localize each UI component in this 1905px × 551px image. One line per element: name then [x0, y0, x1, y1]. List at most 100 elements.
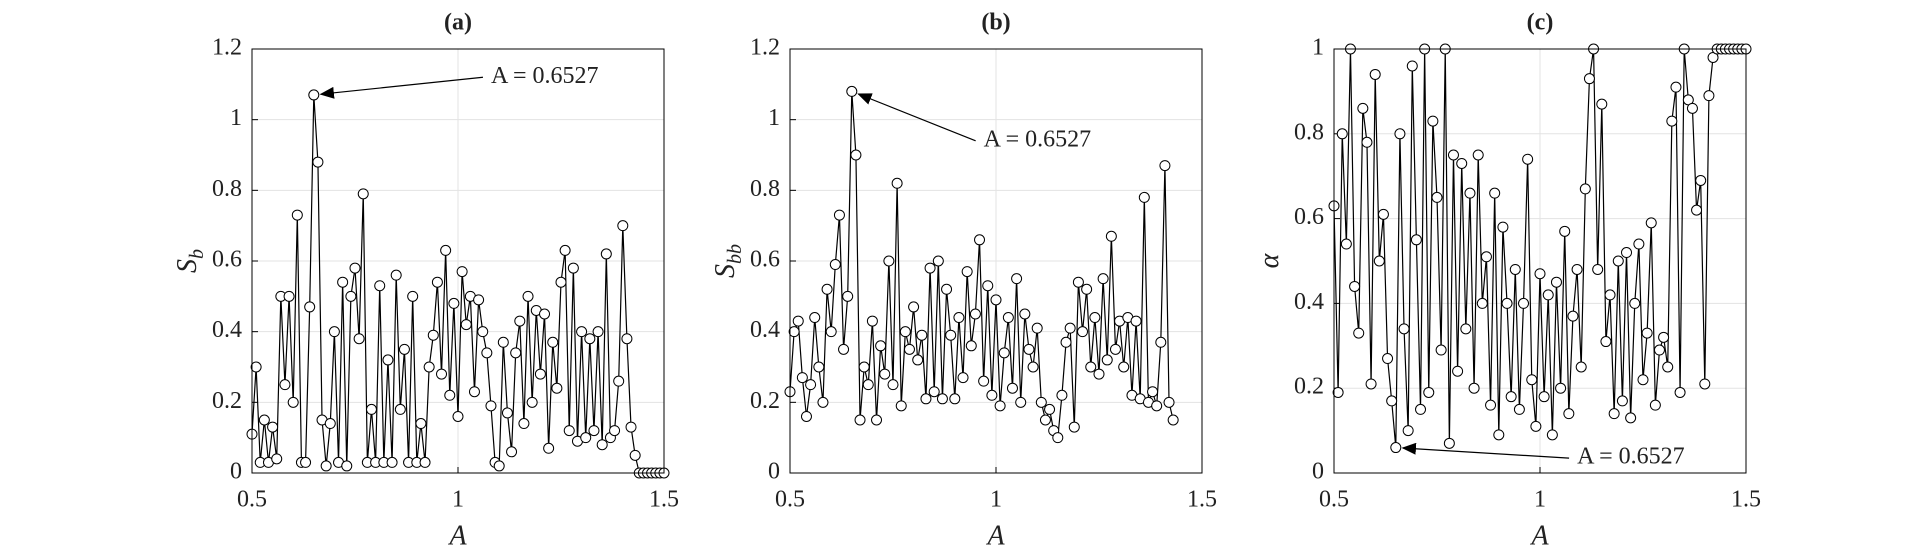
- data-point: [349, 262, 361, 274]
- y-tick-label: 1: [230, 105, 242, 131]
- y-axis-label: Sbb: [710, 244, 745, 278]
- y-label-main: α: [1254, 252, 1285, 268]
- data-point: [1044, 403, 1056, 415]
- data-point: [506, 446, 518, 458]
- data-point: [1118, 361, 1130, 373]
- data-point: [821, 283, 833, 295]
- data-point: [1109, 343, 1121, 355]
- data-point: [879, 368, 891, 380]
- data-point: [1489, 187, 1501, 199]
- data-point: [854, 414, 866, 426]
- data-point: [1485, 399, 1497, 411]
- data-point: [1435, 344, 1447, 356]
- data-point: [398, 343, 410, 355]
- data-point: [547, 336, 559, 348]
- data-line: [789, 91, 1174, 440]
- data-point: [1583, 73, 1595, 85]
- data-point: [1456, 157, 1468, 169]
- data-point: [932, 255, 944, 267]
- data-point: [287, 396, 299, 408]
- data-point: [899, 326, 911, 338]
- data-point: [883, 255, 895, 267]
- data-point: [567, 262, 579, 274]
- data-point: [994, 400, 1006, 412]
- data-point: [1530, 420, 1542, 432]
- data-point: [555, 276, 567, 288]
- data-point: [957, 372, 969, 384]
- y-tick-label: 0.8: [750, 176, 780, 202]
- data-point: [936, 393, 948, 405]
- data-point: [941, 283, 953, 295]
- data-point: [891, 177, 903, 189]
- data-point: [1089, 312, 1101, 324]
- x-tick-label: 1: [1534, 487, 1546, 513]
- data-point: [600, 248, 612, 260]
- data-point: [291, 209, 303, 221]
- data-point: [1035, 396, 1047, 408]
- data-point: [1077, 326, 1089, 338]
- data-point: [1353, 327, 1365, 339]
- data-point: [846, 85, 858, 97]
- data-point: [1336, 128, 1348, 140]
- data-point: [518, 418, 530, 430]
- data-point: [1365, 378, 1377, 390]
- data-point: [1332, 386, 1344, 398]
- data-point: [337, 276, 349, 288]
- data-point: [792, 315, 804, 327]
- data-point: [998, 347, 1010, 359]
- data-point: [1476, 297, 1488, 309]
- data-point: [978, 375, 990, 387]
- data-point: [501, 407, 513, 419]
- data-point: [1571, 263, 1583, 275]
- data-point: [1097, 273, 1109, 285]
- data-point: [1546, 429, 1558, 441]
- data-point: [1468, 382, 1480, 394]
- data-point: [1550, 276, 1562, 288]
- data-point: [267, 421, 279, 433]
- data-point: [1518, 297, 1530, 309]
- data-point: [468, 386, 480, 398]
- data-point: [1447, 149, 1459, 161]
- data-point: [1015, 396, 1027, 408]
- data-point: [969, 308, 981, 320]
- y-label-main: S: [172, 259, 203, 273]
- data-point: [805, 379, 817, 391]
- data-point: [1369, 68, 1381, 80]
- axes-box: [1333, 48, 1747, 474]
- data-point: [1130, 315, 1142, 327]
- data-point: [982, 280, 994, 292]
- data-point: [1406, 60, 1418, 72]
- data-point: [895, 400, 907, 412]
- data-point: [543, 442, 555, 454]
- data-point: [1443, 437, 1455, 449]
- data-point: [588, 425, 600, 437]
- data-point: [912, 354, 924, 366]
- data-point: [1699, 378, 1711, 390]
- data-point: [1452, 365, 1464, 377]
- data-point: [493, 460, 505, 472]
- y-tick-label: 0: [1312, 459, 1324, 485]
- data-point: [1691, 204, 1703, 216]
- data-point: [423, 361, 435, 373]
- data-point: [1480, 251, 1492, 263]
- data-point: [1006, 382, 1018, 394]
- data-point: [1415, 403, 1427, 415]
- data-point: [1493, 429, 1505, 441]
- data-point: [1138, 191, 1150, 203]
- data-point: [1072, 276, 1084, 288]
- data-point: [1674, 386, 1686, 398]
- data-point: [1361, 136, 1373, 148]
- data-point: [1064, 322, 1076, 334]
- y-label-sub: bb: [724, 244, 746, 264]
- y-tick-label: 0.6: [212, 247, 242, 273]
- y-tick-label: 0.4: [1294, 289, 1324, 315]
- data-point: [1497, 221, 1509, 233]
- data-point: [838, 343, 850, 355]
- x-tick-label: 1: [990, 487, 1002, 513]
- y-tick-label: 0.2: [750, 388, 780, 414]
- data-point: [1686, 102, 1698, 114]
- data-point: [1410, 234, 1422, 246]
- panel-title: (a): [444, 10, 472, 36]
- data-point: [440, 244, 452, 256]
- data-point: [1163, 396, 1175, 408]
